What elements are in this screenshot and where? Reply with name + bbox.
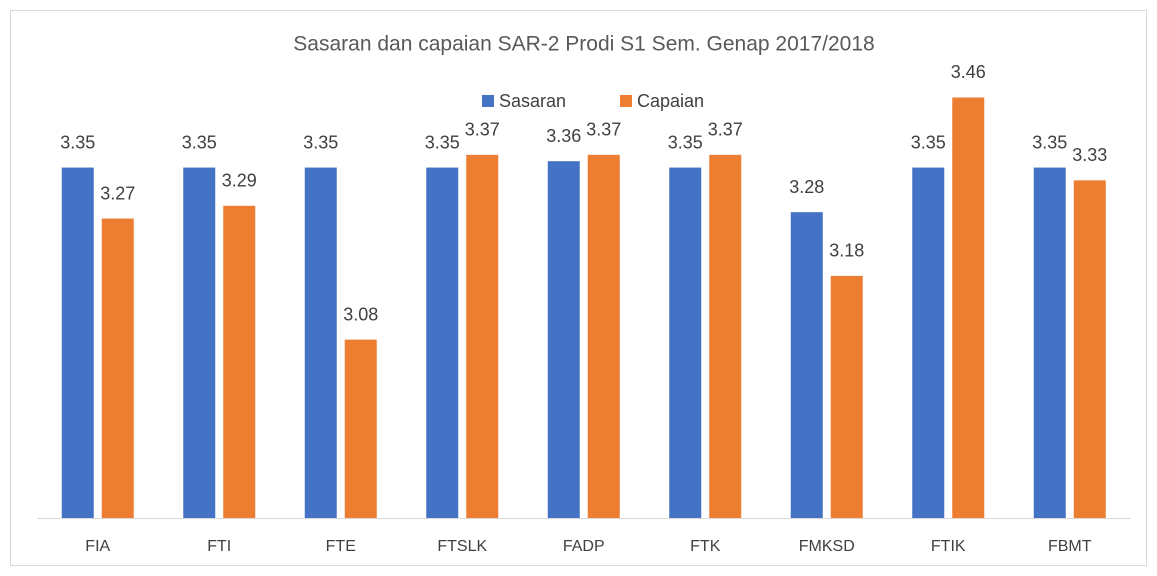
data-label: 3.36	[546, 126, 581, 146]
bar	[1033, 167, 1066, 519]
bar	[466, 154, 499, 519]
legend-swatch	[482, 95, 494, 107]
legend-label: Sasaran	[499, 91, 566, 111]
bar	[1073, 180, 1106, 519]
bar	[952, 97, 985, 518]
bar	[912, 167, 945, 519]
bar	[426, 167, 459, 519]
data-label: 3.35	[60, 132, 95, 152]
x-tick-label: FTSLK	[437, 538, 487, 555]
data-label: 3.35	[303, 132, 338, 152]
bar	[304, 167, 337, 519]
x-tick-label: FADP	[563, 538, 605, 555]
x-tick-label: FTIK	[931, 538, 966, 555]
x-tick-label: FBMT	[1048, 538, 1092, 555]
x-tick-label: FMKSD	[799, 538, 855, 555]
x-tick-label: FTE	[326, 538, 356, 555]
bar	[587, 154, 620, 519]
data-label: 3.35	[425, 132, 460, 152]
bar	[547, 161, 580, 518]
bar	[223, 205, 256, 519]
data-label: 3.46	[951, 62, 986, 82]
x-tick-label: FTI	[207, 538, 231, 555]
data-label: 3.37	[465, 120, 500, 140]
data-label: 3.29	[222, 171, 257, 191]
data-label: 3.18	[829, 241, 864, 261]
x-tick-label: FTK	[690, 538, 721, 555]
legend-label: Capaian	[637, 91, 704, 111]
x-tick-label: FIA	[85, 538, 110, 555]
bar	[61, 167, 94, 519]
data-label: 3.33	[1072, 145, 1107, 165]
chart-title: Sasaran dan capaian SAR-2 Prodi S1 Sem. …	[293, 33, 874, 56]
data-label: 3.35	[182, 132, 217, 152]
bar	[709, 154, 742, 519]
data-label: 3.27	[100, 183, 135, 203]
data-label: 3.37	[586, 120, 621, 140]
bar	[830, 275, 863, 518]
data-label: 3.35	[911, 132, 946, 152]
bar	[344, 339, 377, 518]
data-label: 3.35	[1032, 132, 1067, 152]
bar	[669, 167, 702, 519]
data-label: 3.08	[343, 304, 378, 324]
bar	[101, 218, 134, 519]
legend-swatch	[620, 95, 632, 107]
bar	[790, 212, 823, 518]
data-label: 3.37	[708, 120, 743, 140]
data-label: 3.35	[668, 132, 703, 152]
bar	[183, 167, 216, 519]
data-label: 3.28	[789, 177, 824, 197]
